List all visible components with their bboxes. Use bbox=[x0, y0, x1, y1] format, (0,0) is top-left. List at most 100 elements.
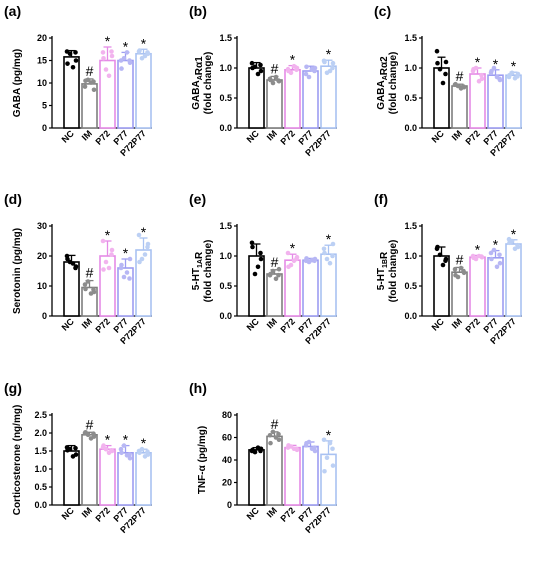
data-point bbox=[124, 270, 130, 275]
data-point bbox=[507, 72, 512, 78]
x-tick-label: IM bbox=[80, 505, 94, 519]
data-point bbox=[330, 65, 335, 71]
data-point bbox=[255, 264, 261, 270]
data-point bbox=[461, 268, 466, 274]
data-point bbox=[291, 63, 297, 69]
y-axis-label: Corticosterone (ng/mg) bbox=[12, 405, 23, 516]
y-tick-label: 1.5 bbox=[219, 221, 232, 231]
x-tick-label: NC bbox=[60, 505, 77, 522]
data-point bbox=[512, 246, 518, 252]
y-tick-label: 1.5 bbox=[404, 33, 417, 43]
x-tick-label: IM bbox=[80, 316, 94, 330]
data-point bbox=[258, 62, 263, 68]
data-point bbox=[330, 241, 336, 247]
data-point bbox=[330, 253, 335, 259]
x-tick-label: P72 bbox=[279, 505, 297, 523]
data-point bbox=[67, 51, 73, 57]
data-point bbox=[73, 445, 78, 451]
significance-mark: * bbox=[326, 231, 332, 247]
data-point bbox=[322, 250, 327, 256]
bar bbox=[302, 259, 319, 317]
data-point bbox=[124, 50, 130, 55]
data-point bbox=[471, 255, 476, 261]
data-point bbox=[142, 454, 148, 459]
x-tick-label: NC bbox=[430, 128, 447, 145]
y-tick-label: 0.5 bbox=[219, 281, 232, 291]
data-point bbox=[106, 265, 112, 271]
data-point bbox=[65, 61, 70, 66]
data-point bbox=[100, 238, 106, 244]
data-point bbox=[471, 66, 476, 72]
data-point bbox=[121, 55, 127, 61]
chart-panel: (a)GABA (pg/mg)05101520NC#IM*P72*P77*P72… bbox=[4, 3, 152, 158]
data-point bbox=[250, 447, 255, 453]
data-point bbox=[434, 48, 440, 54]
data-point bbox=[252, 271, 258, 277]
y-tick-label: 20 bbox=[222, 478, 232, 488]
data-point bbox=[82, 84, 88, 89]
data-point bbox=[489, 256, 494, 262]
significance-mark: * bbox=[475, 241, 481, 257]
data-point bbox=[137, 450, 142, 456]
y-tick-label: 1.5 bbox=[219, 33, 232, 43]
data-point bbox=[91, 431, 96, 437]
bar bbox=[320, 65, 337, 129]
data-point bbox=[312, 68, 317, 74]
data-point bbox=[103, 67, 109, 72]
data-point bbox=[119, 262, 124, 268]
data-point bbox=[286, 68, 291, 74]
data-point bbox=[109, 247, 115, 253]
x-tick-label: IM bbox=[450, 128, 464, 142]
data-point bbox=[83, 286, 88, 292]
data-point bbox=[324, 455, 330, 461]
data-point bbox=[443, 258, 448, 264]
y-tick-label: 0 bbox=[42, 123, 47, 133]
data-point bbox=[109, 252, 114, 257]
y-axis-label: GABAARα2 bbox=[376, 56, 390, 110]
data-point bbox=[70, 261, 76, 266]
y-tick-label: 0.0 bbox=[219, 123, 232, 133]
data-point bbox=[142, 53, 148, 59]
data-point bbox=[255, 445, 261, 450]
data-point bbox=[127, 256, 133, 262]
data-point bbox=[461, 84, 466, 89]
bar bbox=[63, 261, 80, 317]
data-point bbox=[103, 259, 109, 265]
data-point bbox=[121, 443, 127, 448]
data-point bbox=[249, 60, 255, 66]
bar bbox=[248, 255, 265, 317]
data-point bbox=[136, 232, 142, 238]
x-tick-label: IM bbox=[80, 128, 94, 142]
data-point bbox=[83, 429, 88, 435]
y-tick-label: 1.0 bbox=[404, 251, 417, 261]
data-point bbox=[91, 287, 96, 292]
data-point bbox=[109, 53, 115, 59]
data-point bbox=[294, 446, 299, 452]
y-axis-label: TNF-α (pg/mg) bbox=[197, 426, 208, 494]
panel-label: (a) bbox=[4, 3, 21, 19]
y-axis-label: (fold change) bbox=[388, 52, 399, 115]
y-tick-label: 20 bbox=[37, 251, 47, 261]
significance-mark: * bbox=[511, 58, 517, 74]
significance-mark: * bbox=[123, 245, 129, 261]
chart-panel: (d)Serotonin (pg/mg)0102030NC#IM*P72*P77… bbox=[4, 191, 152, 346]
x-tick-label: IM bbox=[265, 128, 279, 142]
data-point bbox=[437, 252, 443, 258]
data-point bbox=[270, 429, 276, 435]
data-point bbox=[304, 440, 309, 446]
data-point bbox=[324, 256, 330, 262]
y-tick-label: 0.5 bbox=[34, 482, 47, 492]
data-point bbox=[489, 68, 494, 74]
data-point bbox=[453, 272, 458, 278]
data-point bbox=[285, 250, 291, 256]
bar bbox=[63, 450, 80, 506]
bar bbox=[284, 446, 301, 506]
y-axis-label: (fold change) bbox=[203, 52, 214, 115]
bar bbox=[451, 85, 468, 129]
significance-mark: * bbox=[141, 224, 147, 240]
data-point bbox=[515, 74, 520, 79]
data-point bbox=[65, 256, 70, 262]
data-point bbox=[322, 59, 327, 65]
data-point bbox=[82, 282, 88, 287]
